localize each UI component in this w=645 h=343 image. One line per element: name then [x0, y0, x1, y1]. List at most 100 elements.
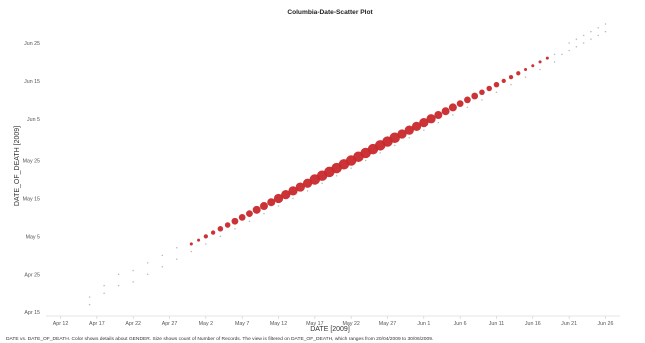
scatter-point-main: [231, 217, 239, 225]
x-tick-label: Jun 1: [417, 321, 430, 327]
scatter-point-main: [217, 226, 224, 232]
scatter-point-main: [479, 89, 485, 96]
scatter-point-minor: [604, 30, 607, 33]
scatter-point-minor: [88, 303, 91, 306]
scatter-point-minor: [146, 273, 149, 276]
scatter-point-main: [516, 71, 521, 76]
scatter-point-main: [197, 238, 201, 242]
x-tick-label: Jun 21: [561, 321, 577, 327]
scatter-point-minor: [452, 114, 454, 116]
x-tick-label: May 17: [306, 321, 323, 327]
x-tick-label: Jun 6: [454, 321, 467, 327]
scatter-point-minor: [306, 190, 309, 192]
scatter-point-main: [411, 121, 422, 132]
x-tick-label: Apr 12: [53, 321, 69, 327]
scatter-point-main: [493, 81, 500, 88]
scatter-point-main: [508, 74, 514, 80]
scatter-point-minor: [103, 284, 105, 287]
scatter-point-minor: [205, 243, 207, 245]
scatter-point-main: [267, 198, 276, 207]
chart-caption: DATE vs. DATE_OF_DEATH. Color shows deta…: [6, 336, 433, 342]
scatter-point-main: [288, 186, 298, 196]
scatter-point-main: [501, 78, 506, 84]
main-points-series: [189, 56, 549, 246]
scatter-point-main: [426, 114, 436, 124]
scatter-point-main: [441, 107, 450, 116]
scatter-point-minor: [582, 42, 585, 44]
scatter-point-main: [456, 100, 464, 108]
chart-title: Columbia-Date-Scatter Plot: [287, 9, 373, 16]
scatter-point-minor: [335, 174, 338, 177]
scatter-point-main: [545, 56, 549, 60]
x-axis-title: DATE [2009]: [310, 326, 350, 333]
scatter-point-main: [486, 85, 492, 92]
scatter-point-minor: [176, 258, 178, 260]
scatter-point-main: [259, 202, 268, 211]
scatter-point-main: [524, 67, 528, 72]
scatter-point-minor: [575, 38, 578, 40]
scatter-point-minor: [364, 159, 367, 162]
scatter-point-minor: [437, 121, 440, 124]
scatter-point-minor: [539, 68, 541, 71]
scatter-point-minor: [561, 53, 563, 56]
scatter-point-minor: [524, 76, 527, 78]
scatter-point-minor: [234, 228, 236, 230]
scatter-point-minor: [350, 167, 352, 169]
x-tick-label: May 22: [342, 321, 359, 327]
y-tick-label: Jun 5: [27, 117, 40, 123]
x-tick-label: May 7: [235, 321, 249, 327]
scatter-point-main: [389, 132, 400, 144]
scatter-point-minor: [146, 262, 149, 264]
plot-area: [46, 23, 620, 317]
x-tick-label: Apr 17: [89, 321, 105, 327]
scatter-point-minor: [117, 284, 120, 287]
y-tick-label: Apr 15: [24, 310, 40, 316]
scatter-point-minor: [263, 212, 265, 215]
scatter-point-main: [531, 64, 535, 68]
scatter-point-main: [419, 117, 429, 128]
y-tick-label: May 25: [23, 159, 40, 165]
scatter-point-minor: [597, 27, 599, 29]
scatter-point-minor: [132, 281, 134, 283]
y-tick-labels: Apr 15 Apr 25 May 5 May 15 May 25 Jun 5 Jun 15…: [23, 41, 40, 316]
x-tick-labels: Apr 12 Apr 17 Apr 22 Apr 27 May 2 May 7 May 12…: [53, 316, 614, 327]
scatter-point-minor: [132, 269, 134, 272]
x-tick-label: Jun 26: [598, 321, 614, 327]
scatter-point-minor: [604, 23, 607, 25]
scatter-point-main: [464, 96, 471, 104]
y-tick-label: Jun 25: [24, 41, 40, 47]
scatter-point-main: [238, 214, 246, 221]
scatter-point-minor: [292, 197, 294, 200]
scatter-point-minor: [88, 296, 91, 298]
scatter-point-minor: [568, 42, 570, 44]
scatter-point-main: [281, 190, 291, 200]
scatter-point-minor: [423, 129, 425, 131]
scatter-point-minor: [248, 220, 251, 222]
scatter-point-minor: [553, 53, 556, 56]
minor-points-series: [88, 23, 607, 306]
scatter-point-minor: [161, 265, 164, 268]
scatter-point-minor: [219, 235, 222, 238]
x-tick-label: May 2: [199, 321, 213, 327]
scatter-point-main: [252, 205, 261, 214]
scatter-point-minor: [590, 38, 592, 40]
scatter-point-minor: [510, 83, 512, 86]
scatter-point-minor: [161, 254, 164, 257]
scatter-point-minor: [590, 30, 592, 33]
y-tick-label: Apr 25: [24, 272, 40, 278]
scatter-point-minor: [466, 106, 469, 109]
scatter-point-main: [246, 210, 253, 217]
scatter-point-main: [203, 234, 208, 239]
scatter-point-minor: [277, 205, 280, 207]
scatter-point-minor: [495, 91, 498, 94]
scatter-point-main: [538, 60, 542, 64]
scatter-point-minor: [321, 182, 323, 185]
scatter-point-minor: [394, 144, 396, 147]
x-tick-label: Jun 16: [525, 321, 541, 327]
scatter-point-minor: [176, 246, 178, 249]
scatter-point-minor: [553, 61, 556, 63]
y-axis-title: DATE_OF_DEATH [2009]: [14, 126, 21, 206]
scatter-point-main: [448, 103, 457, 112]
scatter-point-main: [397, 129, 407, 139]
